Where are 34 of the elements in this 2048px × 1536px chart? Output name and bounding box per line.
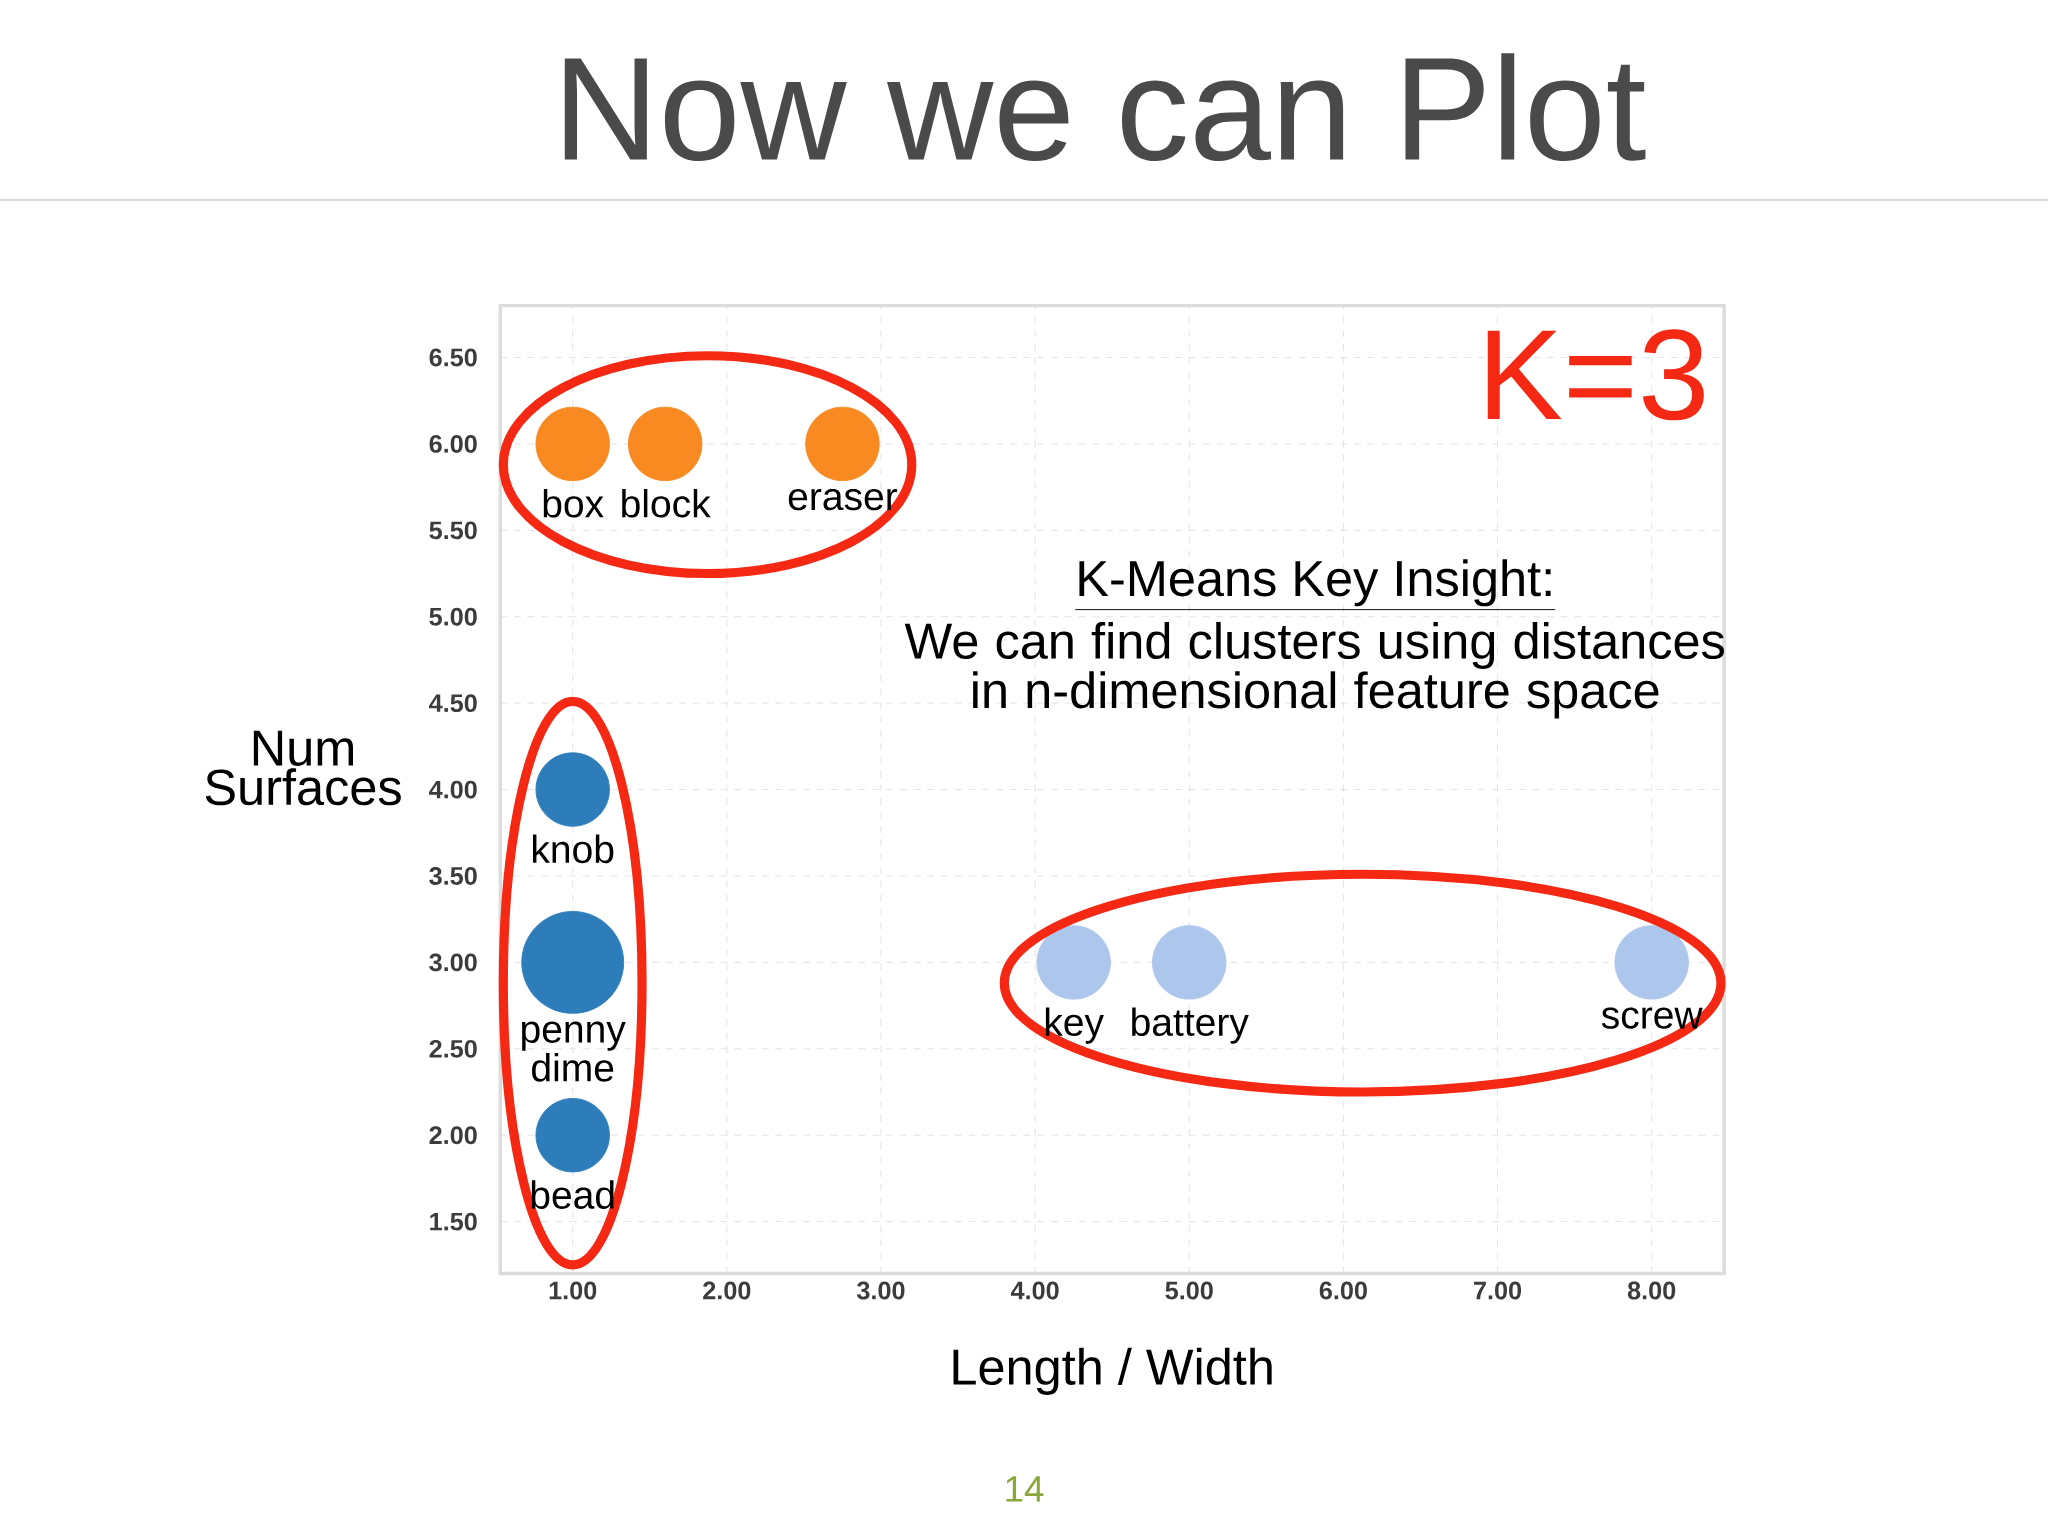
- x-axis-title: Length / Width: [953, 1347, 1272, 1395]
- y-tick-label: 2.00: [429, 1126, 477, 1145]
- annotation: penny dime: [522, 1021, 626, 1082]
- annotation: battery: [1132, 1007, 1249, 1044]
- y-tick-label: 2.50: [429, 1039, 477, 1058]
- text: 14: [1006, 1476, 1044, 1502]
- x-tick-label: 6.00: [1319, 1281, 1367, 1300]
- annotation: key: [1045, 1007, 1104, 1044]
- annotation: K=3: [1487, 329, 1704, 421]
- y-tick-label: 6.50: [429, 348, 477, 367]
- y-tick-label: 3.50: [429, 867, 477, 885]
- x-tick-label: 3.00: [856, 1281, 905, 1300]
- x-tick-label: 1.00: [549, 1281, 597, 1300]
- y-axis-title: Num Surfaces: [205, 730, 401, 806]
- annotation: eraser: [788, 488, 898, 511]
- annotation: bead: [531, 1180, 614, 1209]
- y-tick-label: 4.50: [429, 694, 477, 713]
- x-tick-label: 4.00: [1010, 1281, 1059, 1300]
- annotation: block: [622, 488, 711, 518]
- annotation: knob: [533, 834, 614, 864]
- annotation: K-Means Key Insight:: [1079, 559, 1551, 607]
- y-tick-label: 5.00: [429, 607, 477, 626]
- y-tick-label: 6.00: [429, 434, 477, 453]
- y-tick-label: 4.00: [429, 780, 477, 799]
- y-tick-label: 3.00: [429, 953, 477, 972]
- chart-title: Now we can Plot: [564, 53, 1646, 162]
- x-tick-label: 8.00: [1627, 1281, 1676, 1300]
- x-tick-label: 7.00: [1474, 1281, 1522, 1300]
- annotation: We can find clusters using distances in n-dimensional feature space: [904, 621, 1725, 719]
- x-tick-label: 5.00: [1165, 1281, 1213, 1300]
- y-tick-label: 1.50: [430, 1212, 477, 1231]
- x-tick-label: 2.00: [703, 1281, 751, 1300]
- y-tick-label: 5.50: [429, 521, 477, 540]
- annotation: box: [543, 488, 604, 518]
